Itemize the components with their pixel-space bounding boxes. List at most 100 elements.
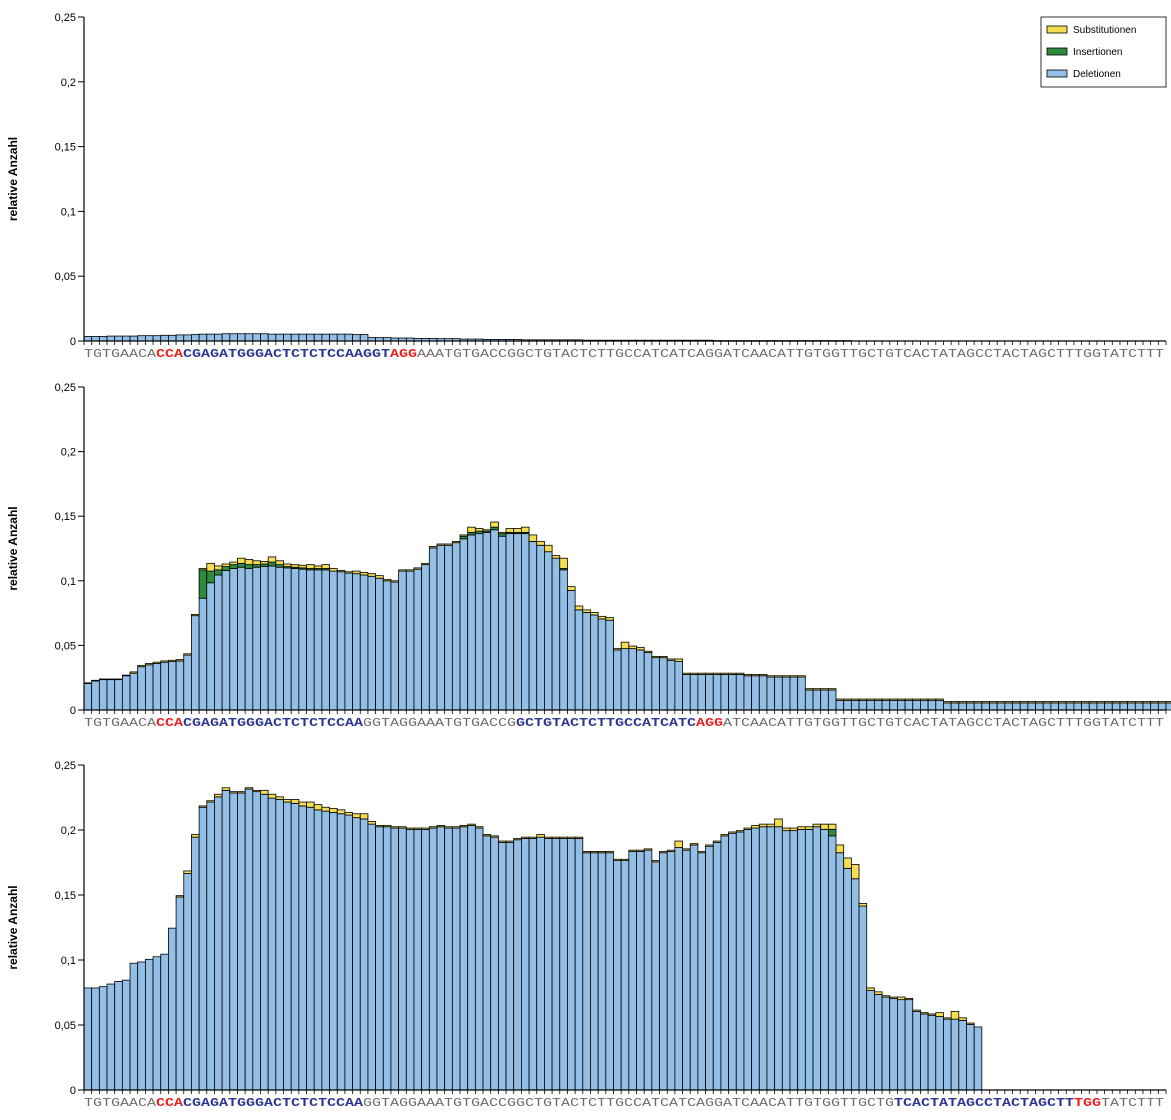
bar-deletions	[1150, 702, 1159, 711]
bar-substitutions	[858, 903, 868, 907]
bar-deletions	[436, 544, 446, 711]
y-tick-label: 0,05	[55, 640, 76, 652]
bar-substitutions	[198, 805, 208, 808]
bar-deletions	[728, 832, 737, 1091]
bar-substitutions	[597, 615, 607, 620]
bar-deletions	[797, 828, 806, 1091]
bar-substitutions	[1150, 701, 1159, 704]
bar-deletions	[160, 661, 169, 711]
bar-deletions	[797, 676, 806, 711]
bar-deletions	[1165, 702, 1171, 711]
bar-deletions	[1157, 702, 1167, 711]
bar-deletions	[1027, 702, 1036, 711]
bar-deletions	[267, 565, 277, 711]
bar-deletions	[858, 905, 868, 1091]
bar-substitutions	[290, 564, 300, 568]
bar-deletions	[83, 683, 93, 711]
bar-substitutions	[474, 528, 484, 532]
bar-deletions	[712, 841, 722, 1091]
bar-deletions	[521, 533, 530, 711]
y-tick-label: 0,1	[61, 206, 76, 218]
bar-deletions	[367, 823, 376, 1091]
bar-substitutions	[605, 617, 614, 621]
bar-substitutions	[497, 531, 507, 535]
bar-deletions	[405, 828, 415, 1091]
bar-substitutions	[674, 658, 683, 662]
bar-deletions	[497, 535, 507, 711]
bar-substitutions	[267, 556, 277, 563]
bar-deletions	[198, 806, 208, 1091]
x-tick-group	[83, 710, 1167, 714]
bar-substitutions	[283, 563, 292, 567]
bar-substitutions	[590, 851, 599, 854]
bar-deletions	[467, 534, 476, 711]
bar-substitutions	[1165, 701, 1171, 704]
bar-deletions	[175, 896, 185, 1091]
bar-substitutions	[175, 895, 185, 898]
bar-substitutions	[221, 787, 231, 791]
bar-substitutions	[920, 698, 929, 701]
bar-substitutions	[359, 813, 369, 820]
bar-deletions	[912, 1010, 921, 1091]
bar-insertions	[229, 564, 238, 569]
bar-substitutions	[866, 987, 875, 991]
bar-deletions	[666, 659, 676, 711]
bar-substitutions	[428, 546, 438, 549]
bar-substitutions	[843, 857, 852, 869]
bar-deletions	[214, 574, 223, 711]
bar-substitutions	[651, 860, 660, 863]
bar-substitutions	[943, 701, 952, 704]
bar-substitutions	[804, 826, 814, 830]
bar-deletions	[666, 851, 676, 1091]
y-axis-label: relative Anzahl	[6, 506, 20, 590]
sequence-segment-red: AGG	[696, 716, 723, 730]
bar-substitutions	[874, 698, 883, 701]
bar-substitutions	[1157, 701, 1167, 704]
bar-deletions	[950, 1018, 960, 1091]
bar-deletions	[121, 979, 131, 1091]
bar-deletions	[183, 654, 192, 711]
bar-deletions	[874, 994, 883, 1091]
bar-deletions	[697, 852, 706, 1091]
bar-substitutions	[559, 557, 568, 569]
bar-substitutions	[229, 791, 238, 794]
bar-insertions	[214, 569, 223, 576]
bar-substitutions	[375, 825, 384, 828]
bar-substitutions	[966, 701, 975, 704]
bar-deletions	[114, 335, 123, 342]
x-tick-group	[83, 1090, 1167, 1094]
bar-deletions	[843, 699, 852, 711]
bar-substitutions	[1111, 701, 1121, 704]
bar-deletions	[129, 335, 139, 342]
bar-substitutions	[344, 812, 353, 816]
bar-deletions	[482, 835, 492, 1091]
bar-deletions	[628, 648, 637, 711]
bar-deletions	[313, 809, 323, 1091]
bar-substitutions	[551, 836, 561, 839]
bar-substitutions	[1050, 701, 1059, 704]
bar-deletions	[927, 699, 937, 711]
bar-deletions	[459, 826, 469, 1091]
bar-deletions	[996, 702, 1006, 711]
bar-substitutions	[191, 613, 200, 617]
bar-deletions	[198, 333, 208, 342]
bar-substitutions	[613, 858, 622, 861]
bar-substitutions	[91, 679, 100, 682]
bar-substitutions	[774, 818, 783, 828]
legend-label-insertions: Insertionen	[1073, 47, 1122, 58]
bar-substitutions	[935, 1012, 944, 1017]
bar-deletions	[206, 582, 215, 711]
bar-deletions	[1042, 702, 1052, 711]
bar-substitutions	[904, 997, 914, 1001]
bar-substitutions	[643, 848, 653, 851]
bar-substitutions	[659, 851, 668, 854]
bar-deletions	[121, 335, 131, 342]
bar-substitutions	[528, 836, 538, 839]
bar-deletions	[1058, 702, 1067, 711]
bar-deletions	[758, 826, 768, 1091]
bar-substitutions	[743, 827, 753, 830]
bar-deletions	[336, 333, 346, 342]
bar-substitutions	[367, 821, 376, 825]
bar-substitutions	[743, 674, 753, 677]
